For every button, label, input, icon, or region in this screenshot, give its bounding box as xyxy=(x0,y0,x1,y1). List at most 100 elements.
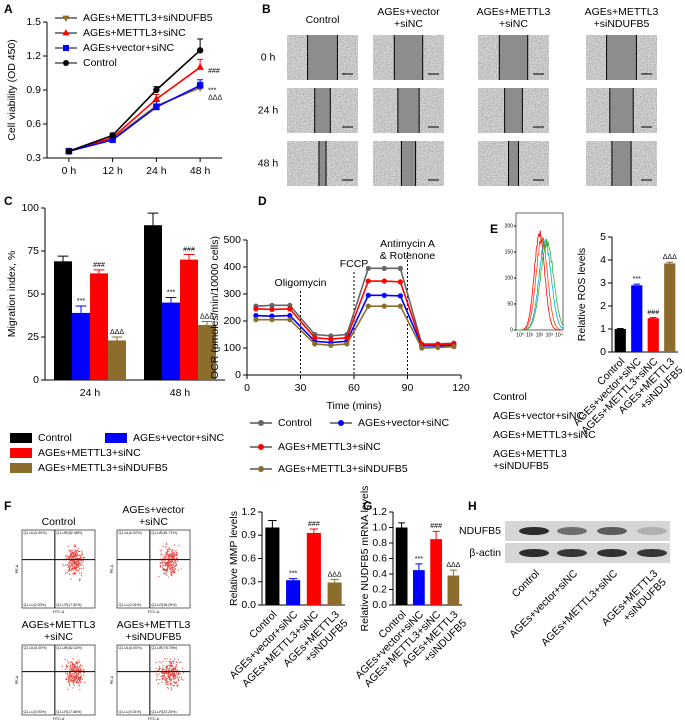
significance-mark: ΔΔΔ xyxy=(208,95,222,102)
x-tick-label: 90 xyxy=(402,382,414,394)
event-dot xyxy=(79,676,81,678)
event-dot xyxy=(70,553,73,555)
event-dot xyxy=(167,554,170,556)
legend-marker xyxy=(258,466,264,472)
event-dot xyxy=(70,565,72,567)
event-dot xyxy=(69,677,71,680)
x-tick-label: 48 h xyxy=(170,387,191,399)
y-tick-label: 75 xyxy=(27,245,39,257)
scatter-frame xyxy=(116,529,191,609)
quadrant-label: Q1-LR(17.68%) xyxy=(56,710,81,714)
event-dot xyxy=(167,681,169,683)
plot-title: AGEs+vector +siNC xyxy=(122,504,185,528)
event-dot xyxy=(76,557,78,559)
point xyxy=(381,265,387,271)
event-dot xyxy=(166,562,168,564)
event-dot xyxy=(163,669,166,671)
event-dot xyxy=(165,551,167,553)
event-dot xyxy=(69,668,71,671)
event-dot xyxy=(166,681,168,684)
y-tick-label: 0 xyxy=(510,327,513,333)
y-axis-label: Relative ROS levels xyxy=(576,248,588,341)
event-dot xyxy=(172,562,174,564)
event-dot xyxy=(167,687,169,689)
bar xyxy=(327,582,342,605)
event-dot xyxy=(174,667,176,669)
event-dot xyxy=(163,559,165,562)
event-dot xyxy=(172,570,174,573)
event-dot xyxy=(169,552,171,554)
event-dot xyxy=(176,557,178,559)
event-dot xyxy=(73,571,76,573)
event-dot xyxy=(170,665,173,667)
event-dot xyxy=(73,669,75,672)
quadrant-label: Q1-UL(0.00%) xyxy=(119,646,142,650)
column-header-line: AGEs+METTL3 xyxy=(477,6,551,18)
plot-title-line: +siNDUFB5 xyxy=(126,631,182,643)
event-dot xyxy=(167,564,169,567)
event-dot xyxy=(168,556,170,558)
event-dot xyxy=(168,669,170,671)
event-dot xyxy=(80,668,82,671)
event-dot xyxy=(74,567,76,569)
error-bar xyxy=(309,528,319,533)
event-dot xyxy=(80,680,82,682)
error-bar xyxy=(183,253,195,260)
event-dot xyxy=(76,681,79,683)
lane-label: Control xyxy=(510,568,542,600)
event-dot xyxy=(171,549,173,551)
event-dot xyxy=(158,575,160,578)
event-dot xyxy=(68,562,71,565)
legend-label: AGEs+METTL3+siNC xyxy=(83,27,186,39)
panel-label: H xyxy=(468,499,477,513)
event-dot xyxy=(161,668,164,671)
event-dot xyxy=(72,666,74,668)
event-dot xyxy=(171,678,173,680)
error-bar xyxy=(93,269,105,274)
error-bar xyxy=(432,530,440,540)
event-dot xyxy=(162,660,164,662)
legend-label: Control xyxy=(493,391,527,403)
event-dot xyxy=(67,662,69,664)
series-line xyxy=(68,84,201,152)
bar xyxy=(413,570,425,605)
event-dot xyxy=(80,575,83,577)
point xyxy=(253,313,259,319)
event-dot xyxy=(75,551,77,553)
event-dot xyxy=(72,556,74,558)
event-dot xyxy=(72,675,74,677)
event-dot xyxy=(78,565,80,568)
panel-label: E xyxy=(490,222,498,236)
y-axis-label: PE-A xyxy=(110,564,114,573)
lane-label: AGEs+METTL3+siNC xyxy=(539,567,620,648)
protein-label: NDUFB5 xyxy=(459,525,501,537)
event-dot xyxy=(164,569,166,571)
error-bar xyxy=(57,255,69,262)
series-line xyxy=(255,305,454,349)
event-dot xyxy=(66,564,69,566)
x-tick-label: 10⁴ xyxy=(555,332,563,338)
event-dot xyxy=(162,672,164,675)
event-dot xyxy=(79,563,81,566)
quadrant-label: Q1-LL(0.00%) xyxy=(24,710,47,714)
event-dot xyxy=(82,556,84,558)
event-dot xyxy=(68,560,71,562)
event-dot xyxy=(73,561,76,563)
event-dot xyxy=(162,667,164,669)
bar xyxy=(664,263,676,352)
event-dot xyxy=(72,683,74,685)
event-dot xyxy=(173,678,175,680)
y-tick-label: 50 xyxy=(507,301,513,307)
blot-strip xyxy=(505,543,670,563)
event-dot xyxy=(170,574,173,576)
event-dot xyxy=(168,564,170,566)
plot-title: AGEs+METTL3 +siNC xyxy=(22,619,96,643)
event-dot xyxy=(79,670,81,672)
legend-marker xyxy=(62,29,70,36)
event-dot xyxy=(71,665,74,667)
event-dot xyxy=(160,552,162,555)
legend-label: AGEs+vector+siNC xyxy=(358,417,449,429)
error-bar xyxy=(288,578,298,581)
event-dot xyxy=(172,555,174,558)
event-dot xyxy=(70,562,73,564)
